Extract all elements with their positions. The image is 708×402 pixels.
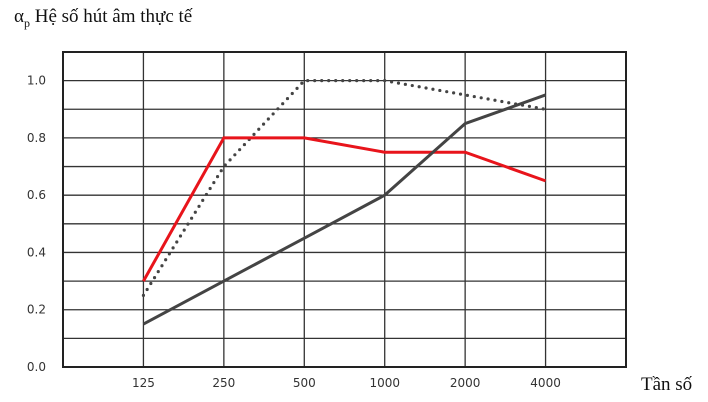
title-symbol: α (14, 6, 24, 27)
y-tick-label: 1.0 (27, 74, 46, 88)
series-line-gray (142, 93, 547, 326)
title-text: Hệ số hút âm thực tế (34, 6, 193, 27)
chart-title: αp Hệ số hút âm thực tế (14, 6, 192, 31)
x-tick-label: 2000 (450, 376, 481, 390)
y-tick-label: 0.6 (27, 188, 46, 202)
y-tick-label: 0.0 (27, 360, 46, 374)
y-tick-label: 0.4 (27, 245, 46, 259)
x-tick-label: 125 (132, 376, 155, 390)
plot-frame (62, 51, 627, 368)
series-line-dotted (141, 79, 548, 298)
x-tick-label: 500 (293, 376, 316, 390)
title-subscript: p (23, 15, 30, 30)
series-line-red (142, 136, 547, 282)
y-tick-label: 0.8 (27, 131, 46, 145)
x-tick-label: 250 (212, 376, 235, 390)
x-tick-label: 1000 (369, 376, 400, 390)
y-tick-label: 0.2 (27, 303, 46, 317)
x-axis-label: Tần số (641, 374, 693, 395)
x-tick-label: 4000 (530, 376, 561, 390)
